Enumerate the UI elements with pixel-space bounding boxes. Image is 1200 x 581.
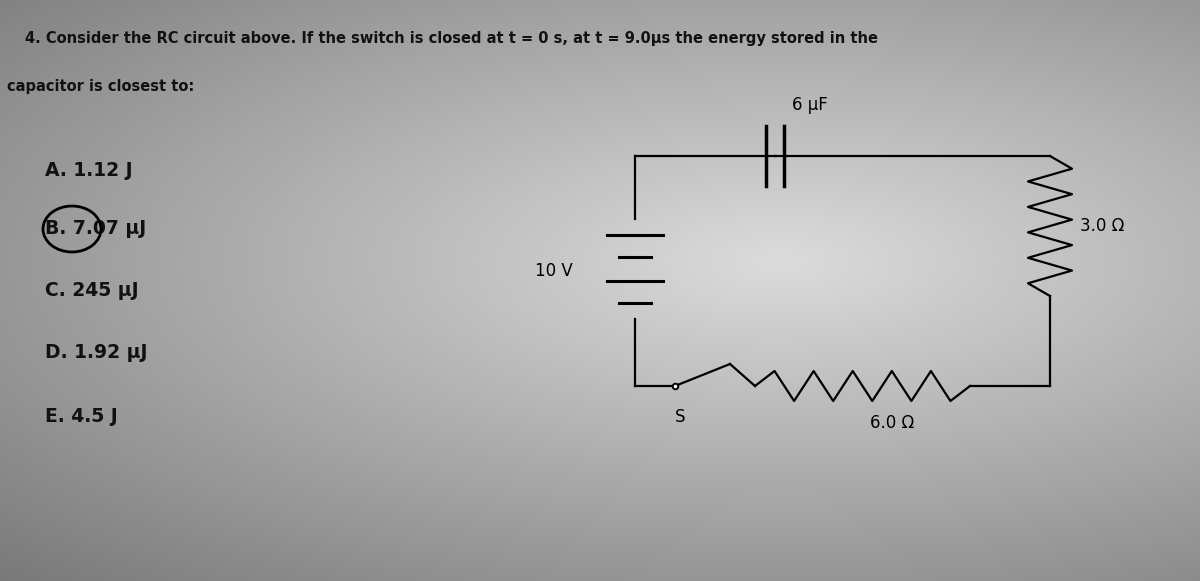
Text: A. 1.12 J: A. 1.12 J	[46, 162, 133, 181]
Text: B. 7.07 μJ: B. 7.07 μJ	[46, 220, 146, 238]
Text: capacitor is closest to:: capacitor is closest to:	[7, 79, 194, 94]
Text: 4. Consider the RC circuit above. If the switch is closed at t = 0 s, at t = 9.0: 4. Consider the RC circuit above. If the…	[25, 31, 878, 46]
Text: E. 4.5 J: E. 4.5 J	[46, 407, 118, 425]
Text: 3.0 Ω: 3.0 Ω	[1080, 217, 1124, 235]
Text: 6.0 Ω: 6.0 Ω	[870, 414, 914, 432]
Text: 6 μF: 6 μF	[792, 96, 828, 114]
Text: C. 245 μJ: C. 245 μJ	[46, 282, 139, 300]
Text: 10 V: 10 V	[535, 262, 574, 280]
Text: S: S	[674, 408, 685, 426]
Text: D. 1.92 μJ: D. 1.92 μJ	[46, 343, 148, 363]
